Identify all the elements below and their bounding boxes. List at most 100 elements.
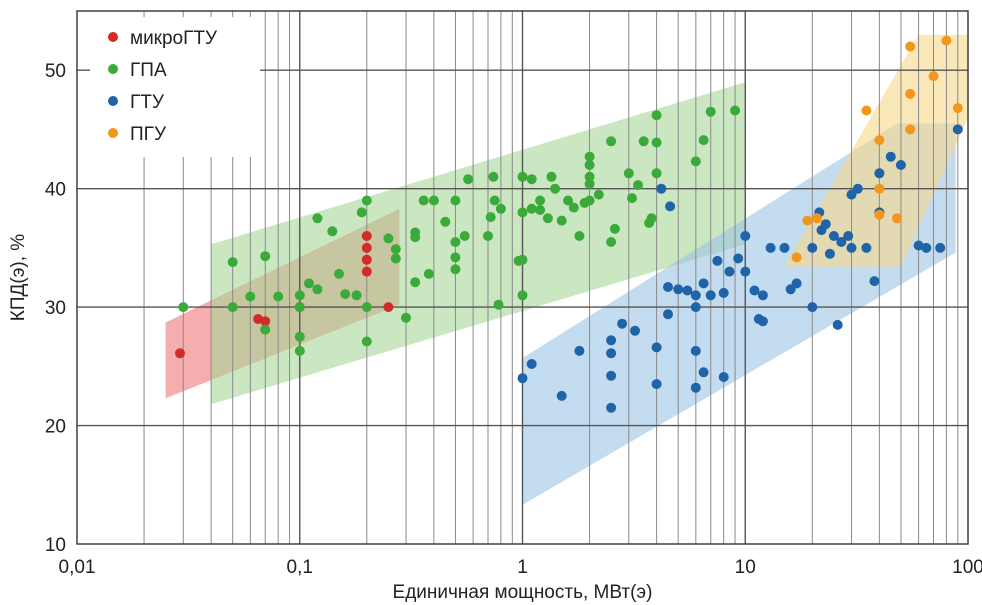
data-point-series-2 [630,325,640,336]
data-point-series-0 [175,348,185,359]
data-point-series-1 [312,213,323,224]
data-point-series-1 [450,237,461,247]
data-point-series-1 [428,195,439,206]
data-point-series-1 [450,195,461,206]
data-point-series-1 [526,174,537,185]
data-point-series-1 [294,331,305,342]
data-point-series-1 [584,160,595,170]
data-point-series-1 [294,302,305,313]
data-point-series-1 [517,171,528,182]
x-axis-title: Единичная мощность, МВт(э) [393,582,653,603]
data-point-series-3 [874,183,885,194]
legend-marker [108,128,118,138]
data-point-series-3 [861,105,872,116]
data-point-series-1 [623,168,634,179]
data-point-series-2 [656,183,667,194]
data-point-series-1 [517,290,528,301]
data-point-series-1 [550,183,561,194]
data-point-series-1 [463,174,474,185]
data-point-series-1 [651,168,662,179]
data-point-series-1 [401,312,411,323]
data-point-series-3 [905,41,916,52]
legend: микроГТУ ГПА ГТУ ПГУ [90,17,260,157]
data-point-series-2 [712,255,723,266]
data-point-series-1 [245,291,256,302]
legend-marker [108,96,118,106]
data-point-series-1 [493,299,504,310]
data-point-series-2 [828,231,839,241]
data-point-series-2 [682,285,693,296]
data-point-series-2 [556,390,567,401]
data-point-series-1 [651,137,662,148]
data-point-series-1 [304,278,314,289]
data-point-series-2 [779,242,790,253]
data-point-series-3 [802,215,813,226]
data-point-series-3 [905,124,916,135]
data-point-series-2 [791,278,802,289]
data-point-series-1 [556,215,567,226]
data-point-series-1 [584,195,595,206]
data-point-series-2 [820,219,831,230]
data-point-series-3 [892,213,902,224]
data-point-series-1 [730,105,741,116]
data-point-series-2 [843,231,854,241]
data-point-series-1 [495,203,506,214]
y-axis-title: КПД(э), % [8,234,29,321]
data-point-series-1 [361,195,372,206]
data-point-series-2 [574,345,585,356]
data-point-series-2 [698,367,709,378]
ticks-layer: 0,01 0,1 1 10 100 10 20 30 40 50 [45,61,982,578]
data-point-series-1 [535,205,546,215]
data-point-series-2 [526,359,537,369]
data-point-series-1 [609,223,620,234]
legend-label: ГПА [130,60,167,81]
data-point-series-2 [846,242,857,253]
data-point-series-1 [489,195,500,206]
data-point-series-2 [718,372,729,382]
data-point-series-2 [885,151,896,162]
data-point-series-1 [334,268,344,279]
data-point-series-1 [517,207,528,218]
data-point-series-1 [488,171,499,182]
data-point-series-0 [361,231,372,241]
data-point-series-1 [584,171,595,182]
band-3 [784,34,968,267]
data-point-series-2 [861,242,872,253]
data-point-series-1 [593,189,604,200]
legend-label: ПГУ [130,124,167,145]
y-tick-label: 40 [45,180,66,201]
data-point-series-2 [807,302,818,313]
data-point-series-1 [361,302,372,313]
data-point-series-2 [895,160,906,170]
data-point-series-1 [294,345,305,356]
data-point-series-1 [644,218,655,228]
x-tick-label: 0,01 [59,557,96,578]
data-point-series-2 [673,284,684,295]
data-point-series-2 [836,237,847,247]
data-point-series-1 [440,216,451,227]
data-point-series-2 [724,266,735,277]
data-point-series-1 [638,136,649,147]
data-point-series-1 [383,233,394,244]
y-tick-label: 50 [45,61,66,82]
data-point-series-1 [584,178,595,189]
data-point-series-1 [563,195,573,206]
data-point-series-2 [690,290,701,301]
data-point-series-1 [390,244,401,255]
data-point-series-1 [633,180,643,191]
data-point-series-2 [665,201,676,212]
data-point-series-2 [651,342,662,353]
data-point-series-1 [410,277,421,288]
data-point-series-1 [542,213,553,224]
data-point-series-2 [606,335,617,346]
x-tick-label: 0,1 [287,557,313,578]
data-point-series-1 [361,336,372,347]
data-point-series-2 [757,290,768,301]
data-point-series-1 [705,106,716,117]
data-point-series-2 [740,266,751,277]
data-point-series-2 [952,124,963,135]
legend-label: микроГТУ [130,28,218,49]
data-point-series-1 [546,171,557,182]
